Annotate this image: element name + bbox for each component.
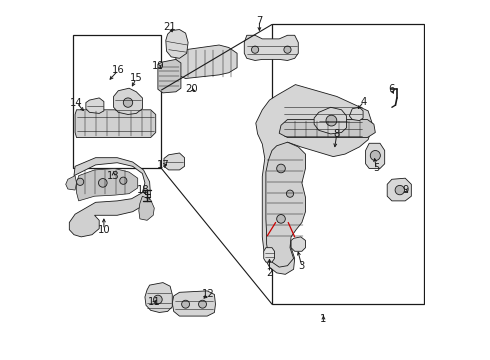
Polygon shape [172,291,216,316]
Text: 2: 2 [266,268,272,278]
Polygon shape [266,142,305,267]
Circle shape [182,300,190,308]
Polygon shape [349,107,363,121]
Text: 21: 21 [164,22,176,32]
Circle shape [251,46,259,53]
Circle shape [370,150,380,161]
Text: 11: 11 [148,297,161,307]
Polygon shape [366,143,385,168]
Text: 14: 14 [70,98,83,108]
Circle shape [120,177,127,184]
Circle shape [326,115,337,126]
Text: 15: 15 [130,73,143,84]
Polygon shape [264,248,274,262]
Polygon shape [387,178,411,201]
Text: 3: 3 [299,261,305,271]
Circle shape [395,185,404,195]
Circle shape [153,295,162,304]
Text: 5: 5 [373,163,380,174]
Text: 1: 1 [320,314,327,324]
Polygon shape [158,59,181,93]
Bar [73,35,162,168]
Polygon shape [164,153,185,170]
Polygon shape [279,120,375,138]
Text: 10: 10 [98,225,110,235]
Text: 8: 8 [334,129,340,139]
Polygon shape [143,202,152,210]
Bar [272,24,424,304]
Polygon shape [145,283,172,312]
Polygon shape [256,85,373,274]
Polygon shape [291,237,305,251]
Polygon shape [75,110,156,138]
Polygon shape [66,176,76,190]
Circle shape [98,179,107,187]
Circle shape [76,178,84,185]
Text: 18: 18 [137,185,150,195]
Polygon shape [139,196,154,220]
Circle shape [277,164,285,173]
Text: 17: 17 [156,160,170,170]
Circle shape [198,300,206,308]
Polygon shape [166,30,188,58]
Text: 4: 4 [361,96,367,107]
Polygon shape [245,35,298,60]
Text: 19: 19 [151,60,164,71]
Text: 6: 6 [388,84,394,94]
Polygon shape [86,98,104,113]
Polygon shape [114,88,143,114]
Text: 9: 9 [402,185,408,195]
Text: 12: 12 [202,289,215,300]
Circle shape [286,190,294,197]
Polygon shape [76,168,138,201]
Text: 7: 7 [256,16,263,26]
Circle shape [284,46,291,53]
Polygon shape [314,107,346,134]
Polygon shape [69,158,151,237]
Circle shape [123,98,133,107]
Text: 13: 13 [107,171,120,181]
Text: 20: 20 [185,84,198,94]
Text: 16: 16 [112,65,124,75]
Polygon shape [176,45,237,78]
Circle shape [277,215,285,223]
